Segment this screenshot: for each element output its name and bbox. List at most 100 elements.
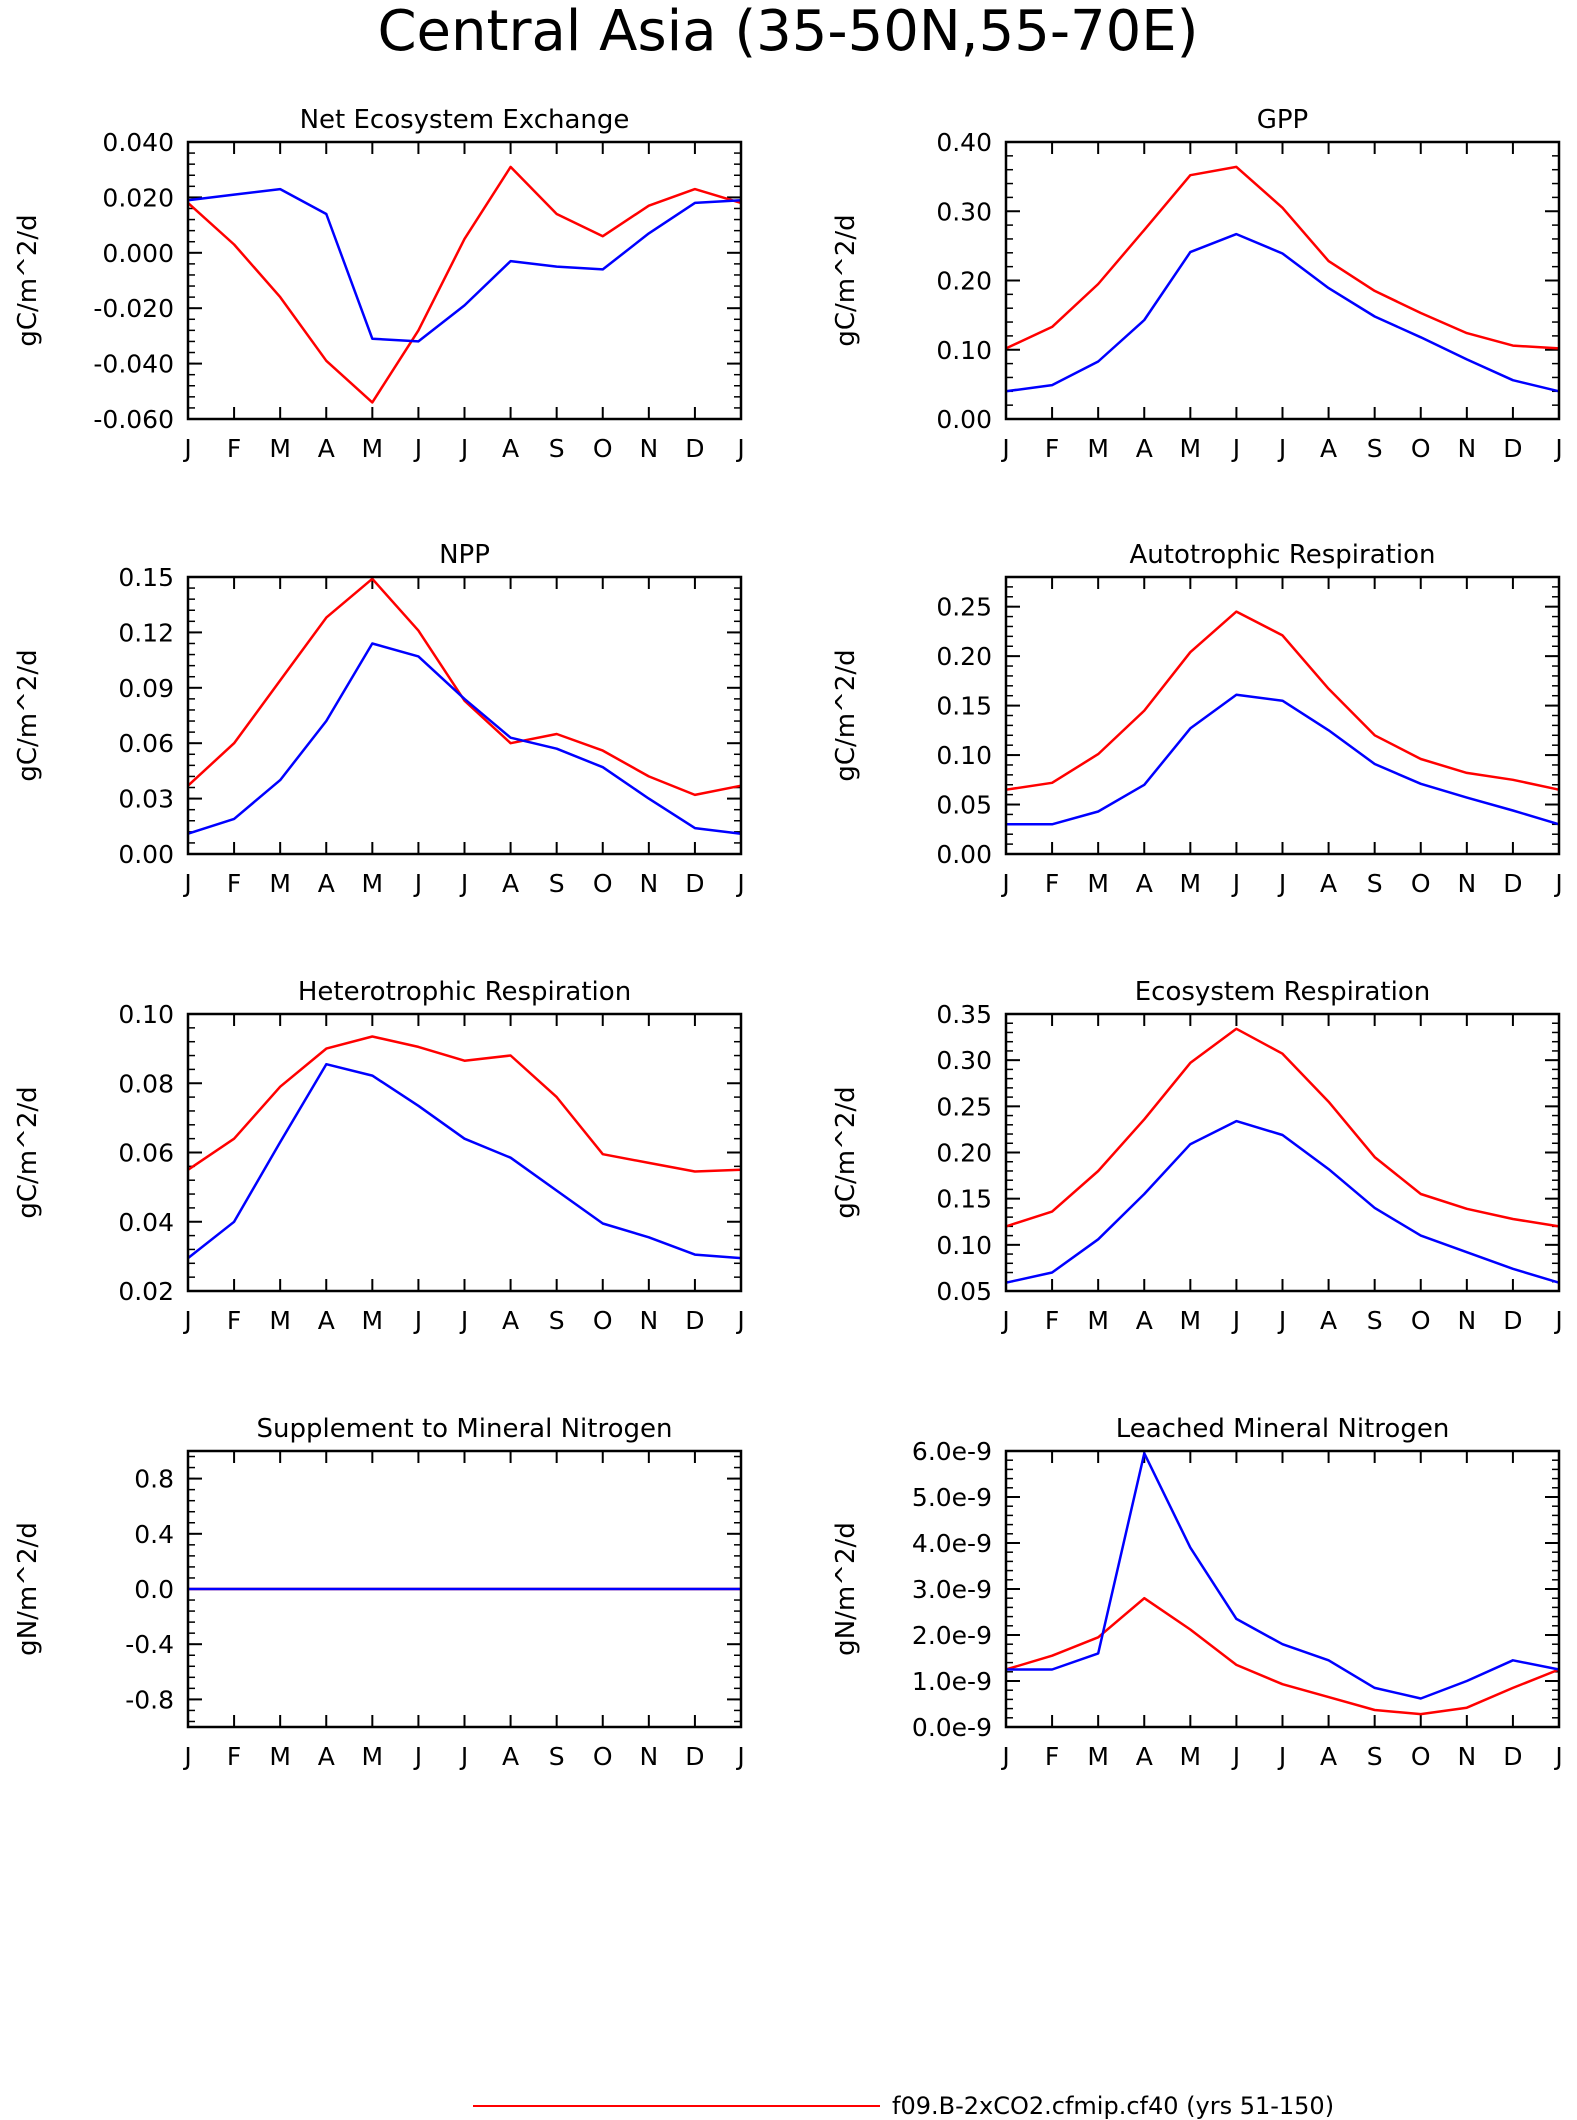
- x-tick-label: M: [362, 1306, 384, 1335]
- x-tick-label: F: [227, 1306, 241, 1335]
- x-tick-label: F: [1045, 1742, 1059, 1771]
- x-tick-label: N: [639, 1742, 658, 1771]
- x-tick-label: J: [1231, 869, 1240, 898]
- x-tick-label: N: [1457, 1742, 1476, 1771]
- x-tick-label: J: [1277, 869, 1286, 898]
- x-tick-label: J: [1000, 1742, 1009, 1771]
- x-tick-label: A: [318, 434, 335, 463]
- panel-title: Supplement to Mineral Nitrogen: [257, 1414, 673, 1444]
- y-tick-label: 0.08: [118, 1069, 174, 1098]
- x-tick-label: D: [1503, 869, 1522, 898]
- x-tick-label: J: [1000, 434, 1009, 463]
- x-tick-label: J: [1553, 869, 1562, 898]
- y-tick-label: 0.15: [936, 1185, 992, 1214]
- x-tick-label: M: [1087, 869, 1109, 898]
- x-tick-label: J: [413, 1306, 422, 1335]
- y-tick-label: 0.02: [118, 1277, 174, 1306]
- x-tick-label: O: [1411, 1306, 1431, 1335]
- x-tick-label: J: [459, 869, 468, 898]
- x-tick-label: M: [1087, 434, 1109, 463]
- x-tick-label: A: [502, 1742, 519, 1771]
- x-tick-label: J: [735, 1306, 744, 1335]
- y-tick-label: 0.10: [936, 741, 992, 770]
- x-tick-label: J: [413, 1742, 422, 1771]
- x-tick-label: M: [1087, 1742, 1109, 1771]
- series-red-line: [187, 1035, 742, 1173]
- y-tick-label: 0.040: [102, 128, 174, 157]
- x-tick-label: J: [413, 434, 422, 463]
- x-tick-label: J: [735, 434, 744, 463]
- y-tick-label: 0.20: [936, 1139, 992, 1168]
- x-tick-label: J: [1277, 1306, 1286, 1335]
- y-tick-label: -0.4: [125, 1630, 174, 1659]
- y-tick-label: -0.060: [93, 405, 174, 434]
- y-tick-label: 0.40: [936, 128, 992, 157]
- x-tick-label: S: [1367, 1742, 1383, 1771]
- y-tick-label: 0.8: [134, 1465, 174, 1494]
- series-blue-line: [1005, 1119, 1560, 1284]
- x-tick-label: O: [1411, 869, 1431, 898]
- y-tick-label: 0.10: [936, 336, 992, 365]
- y-tick-label: 0.05: [936, 1277, 992, 1306]
- x-tick-label: M: [1087, 1306, 1109, 1335]
- x-tick-label: A: [502, 1306, 519, 1335]
- y-tick-label: 0.00: [936, 840, 992, 869]
- legend-red-label: f09.B-2xCO2.cfmip.cf40 (yrs 51-150): [892, 2092, 1334, 2120]
- y-tick-label: 0.15: [936, 692, 992, 721]
- y-axis-label: gC/m^2/d: [13, 649, 43, 781]
- x-tick-label: F: [1045, 1306, 1059, 1335]
- x-tick-label: S: [549, 1306, 565, 1335]
- x-tick-label: S: [549, 434, 565, 463]
- y-tick-label: 0.20: [936, 267, 992, 296]
- x-tick-label: N: [639, 869, 658, 898]
- y-tick-label: 6.0e-9: [912, 1437, 992, 1466]
- x-tick-label: J: [1231, 434, 1240, 463]
- y-tick-label: 0.020: [102, 183, 174, 212]
- x-tick-label: D: [1503, 1306, 1522, 1335]
- x-tick-label: J: [413, 869, 422, 898]
- plot-frame: [186, 575, 743, 856]
- x-tick-label: J: [1553, 1306, 1562, 1335]
- x-tick-label: D: [685, 434, 704, 463]
- x-tick-label: M: [269, 1742, 291, 1771]
- y-tick-label: 1.0e-9: [912, 1667, 992, 1696]
- y-tick-label: 2.0e-9: [912, 1621, 992, 1650]
- x-tick-label: F: [227, 869, 241, 898]
- x-tick-label: J: [1553, 434, 1562, 463]
- x-tick-label: F: [227, 1742, 241, 1771]
- y-tick-label: 0.15: [118, 563, 174, 592]
- series-red-line: [1005, 1027, 1560, 1228]
- legend: f09.B-2xCO2.cfmip.cf40 (yrs 51-150): [473, 2092, 1334, 2120]
- x-tick-label: S: [1367, 434, 1383, 463]
- x-tick-label: A: [1136, 1306, 1153, 1335]
- y-tick-label: 0.25: [936, 1092, 992, 1121]
- panel-title: NPP: [439, 540, 490, 570]
- plot-frame: [1004, 140, 1561, 421]
- x-tick-label: O: [593, 869, 613, 898]
- y-tick-label: 0.10: [936, 1231, 992, 1260]
- plot-frame: [1004, 1449, 1561, 1729]
- x-tick-label: F: [1045, 434, 1059, 463]
- x-tick-label: J: [1000, 869, 1009, 898]
- x-tick-label: F: [1045, 869, 1059, 898]
- y-tick-label: 0.0: [134, 1575, 174, 1604]
- x-tick-label: M: [269, 869, 291, 898]
- x-tick-label: J: [182, 1306, 191, 1335]
- x-tick-label: S: [549, 1742, 565, 1771]
- x-tick-label: J: [735, 1742, 744, 1771]
- x-tick-label: A: [318, 1742, 335, 1771]
- x-tick-label: N: [1457, 1306, 1476, 1335]
- x-tick-label: J: [1231, 1742, 1240, 1771]
- x-tick-label: A: [318, 1306, 335, 1335]
- x-tick-label: M: [362, 1742, 384, 1771]
- series-blue-line: [1006, 693, 1560, 826]
- panel-title: Ecosystem Respiration: [1135, 977, 1430, 1007]
- x-tick-label: A: [1136, 434, 1153, 463]
- plot-frame: [1004, 575, 1561, 856]
- y-tick-label: -0.8: [125, 1685, 174, 1714]
- series-red-line: [1005, 165, 1560, 350]
